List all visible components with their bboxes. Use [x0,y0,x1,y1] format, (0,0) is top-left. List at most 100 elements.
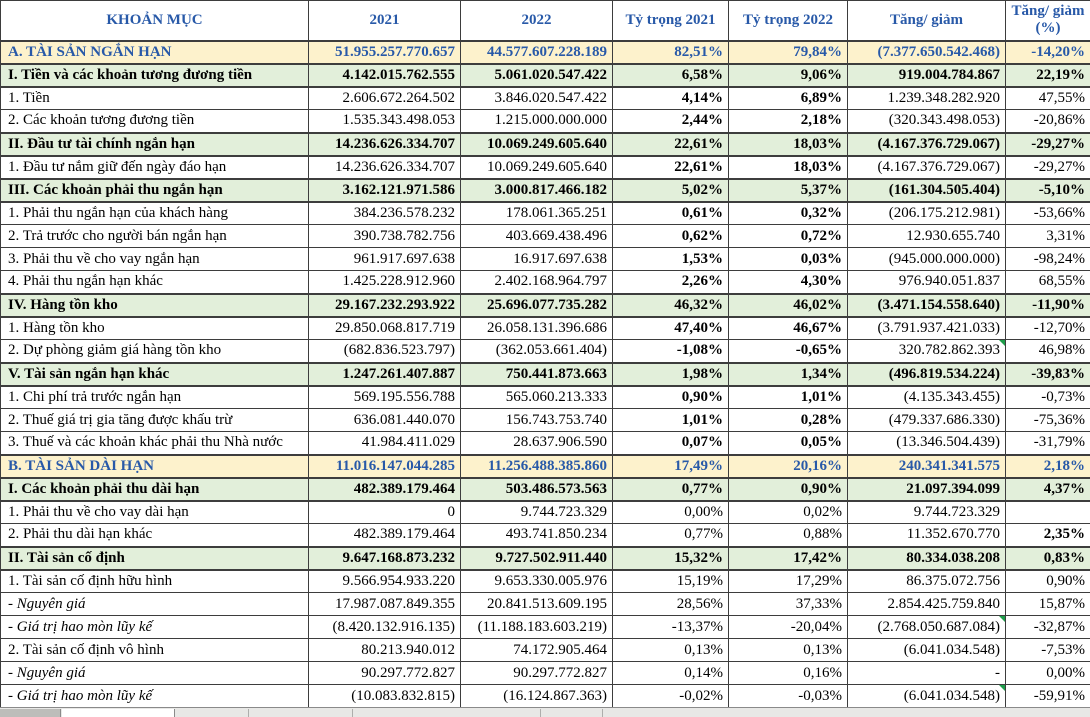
row-label-cell[interactable]: V. Tài sản ngắn hạn khác [0,361,309,387]
value-cell[interactable]: -39,83% [1005,361,1090,387]
value-cell[interactable]: 0,14% [612,661,729,685]
value-cell[interactable]: 1.239.348.282.920 [847,86,1006,110]
value-cell[interactable]: 47,40% [612,316,729,340]
value-cell[interactable]: (10.083.832.815) [308,684,461,708]
value-cell[interactable]: 0,03% [728,247,848,271]
sheet-tab-active[interactable] [62,709,175,717]
value-cell[interactable]: 68,55% [1005,270,1090,294]
value-cell[interactable]: 390.738.782.756 [308,224,461,248]
value-cell[interactable]: 9.653.330.005.976 [460,569,613,593]
column-header[interactable]: Tăng/ giảm (%) [1005,0,1090,42]
value-cell[interactable]: 636.081.440.070 [308,408,461,432]
value-cell[interactable]: 1,34% [728,361,848,387]
value-cell[interactable]: 1.425.228.912.960 [308,270,461,294]
value-cell[interactable]: (16.124.867.363) [460,684,613,708]
value-cell[interactable]: (7.377.650.542.468) [847,39,1006,65]
value-cell[interactable]: 240.341.341.575 [847,453,1006,479]
value-cell[interactable]: 0,28% [728,408,848,432]
value-cell[interactable]: -11,90% [1005,292,1090,318]
value-cell[interactable]: 0,88% [728,523,848,547]
row-label-cell[interactable]: I. Tiền và các khoản tương đương tiền [0,62,309,88]
value-cell[interactable]: 9.647.168.873.232 [308,545,461,571]
value-cell[interactable]: 17,49% [612,453,729,479]
value-cell[interactable]: 74.172.905.464 [460,638,613,662]
value-cell[interactable]: 51.955.257.770.657 [308,39,461,65]
value-cell[interactable]: 6,89% [728,86,848,110]
value-cell[interactable]: 22,61% [612,155,729,179]
row-label-cell[interactable]: IV. Hàng tồn kho [0,292,309,318]
row-label-cell[interactable]: 1. Đầu tư nắm giữ đến ngày đáo hạn [0,155,309,179]
value-cell[interactable]: 90.297.772.827 [460,661,613,685]
row-label-cell[interactable]: 1. Tiền [0,86,309,110]
value-cell[interactable]: 14.236.626.334.707 [308,155,461,179]
value-cell[interactable]: 17,42% [728,545,848,571]
value-cell[interactable]: 493.741.850.234 [460,523,613,547]
value-cell[interactable]: 86.375.072.756 [847,569,1006,593]
value-cell[interactable]: 29.850.068.817.719 [308,316,461,340]
value-cell[interactable]: -0,65% [728,339,848,363]
value-cell[interactable]: 15,19% [612,569,729,593]
value-cell[interactable]: 0,62% [612,224,729,248]
value-cell[interactable]: 15,32% [612,545,729,571]
value-cell[interactable]: 37,33% [728,592,848,616]
value-cell[interactable]: 0,00% [612,500,729,524]
value-cell[interactable]: 16.917.697.638 [460,247,613,271]
row-label-cell[interactable]: 2. Trả trước cho người bán ngắn hạn [0,224,309,248]
value-cell[interactable]: 18,03% [728,131,848,157]
value-cell[interactable]: 178.061.365.251 [460,201,613,225]
value-cell[interactable]: 11.256.488.385.860 [460,453,613,479]
value-cell[interactable]: 80.213.940.012 [308,638,461,662]
value-cell[interactable]: (2.768.050.687.084) [847,615,1006,639]
row-label-cell[interactable]: 3. Phải thu về cho vay ngắn hạn [0,247,309,271]
value-cell[interactable]: 2,26% [612,270,729,294]
value-cell[interactable]: 1,98% [612,361,729,387]
row-label-cell[interactable]: 2. Thuế giá trị gia tăng được khấu trừ [0,408,309,432]
value-cell[interactable]: 976.940.051.837 [847,270,1006,294]
value-cell[interactable]: 41.984.411.029 [308,431,461,455]
value-cell[interactable]: 0,90% [728,476,848,502]
value-cell[interactable]: 5.061.020.547.422 [460,62,613,88]
value-cell[interactable]: (8.420.132.916.135) [308,615,461,639]
value-cell[interactable]: 0,07% [612,431,729,455]
value-cell[interactable]: (320.343.498.053) [847,109,1006,133]
value-cell[interactable]: (362.053.661.404) [460,339,613,363]
value-cell[interactable]: 10.069.249.605.640 [460,131,613,157]
value-cell[interactable]: 79,84% [728,39,848,65]
value-cell[interactable]: (945.000.000.000) [847,247,1006,271]
value-cell[interactable]: (6.041.034.548) [847,638,1006,662]
value-cell[interactable]: 2.854.425.759.840 [847,592,1006,616]
column-header[interactable]: KHOẢN MỤC [0,0,309,42]
value-cell[interactable]: 403.669.438.496 [460,224,613,248]
value-cell[interactable]: 9.566.954.933.220 [308,569,461,593]
value-cell[interactable]: 750.441.873.663 [460,361,613,387]
value-cell[interactable]: 569.195.556.788 [308,385,461,409]
value-cell[interactable]: (3.471.154.558.640) [847,292,1006,318]
value-cell[interactable]: 1,01% [612,408,729,432]
value-cell[interactable]: 2,18% [728,109,848,133]
value-cell[interactable] [1005,500,1090,524]
value-cell[interactable]: 3,31% [1005,224,1090,248]
value-cell[interactable]: 0,00% [1005,661,1090,685]
value-cell[interactable]: 4,37% [1005,476,1090,502]
value-cell[interactable]: 80.334.038.208 [847,545,1006,571]
value-cell[interactable]: -20,86% [1005,109,1090,133]
value-cell[interactable]: 482.389.179.464 [308,523,461,547]
value-cell[interactable]: 919.004.784.867 [847,62,1006,88]
value-cell[interactable]: 320.782.862.393 [847,339,1006,363]
value-cell[interactable]: 90.297.772.827 [308,661,461,685]
row-label-cell[interactable]: III. Các khoản phải thu ngắn hạn [0,177,309,203]
row-label-cell[interactable]: II. Tài sản cố định [0,545,309,571]
value-cell[interactable]: 9.744.723.329 [460,500,613,524]
row-label-cell[interactable]: I. Các khoản phải thu dài hạn [0,476,309,502]
column-header[interactable]: Tỷ trọng 2022 [728,0,848,42]
value-cell[interactable]: -32,87% [1005,615,1090,639]
value-cell[interactable]: (206.175.212.981) [847,201,1006,225]
value-cell[interactable]: (13.346.504.439) [847,431,1006,455]
value-cell[interactable]: 1.535.343.498.053 [308,109,461,133]
value-cell[interactable]: 9,06% [728,62,848,88]
value-cell[interactable]: -13,37% [612,615,729,639]
value-cell[interactable]: 1,53% [612,247,729,271]
value-cell[interactable]: 14.236.626.334.707 [308,131,461,157]
value-cell[interactable]: 0,90% [612,385,729,409]
value-cell[interactable]: 0,72% [728,224,848,248]
